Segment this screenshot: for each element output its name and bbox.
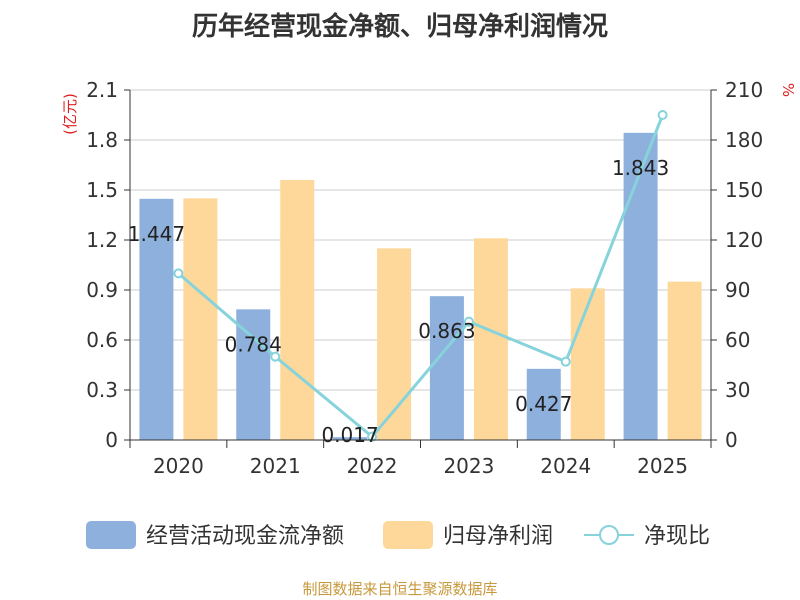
data-label-2025: 1.843: [612, 156, 669, 180]
point-净现比-2020: [173, 268, 184, 279]
y-left-unit-label: (亿元): [61, 93, 79, 135]
bar-经营活动现金流净额-2024: [526, 368, 561, 440]
y-right-tick-label: 120: [725, 228, 763, 252]
bar-经营活动现金流净额-2022: [333, 437, 368, 440]
legend-marker-净现比: [599, 525, 619, 545]
y-left-tick-label: 2.1: [86, 78, 118, 102]
bar-归母净利润-2020: [183, 198, 218, 440]
y-right-unit-label: %: [779, 83, 797, 97]
y-left-tick-label: 0.9: [86, 278, 118, 302]
bar-归母净利润-2025: [667, 281, 702, 440]
legend[interactable]: 经营活动现金流净额 归母净利润 净现比: [86, 521, 710, 549]
x-tick-label: 2025: [637, 454, 688, 478]
x-tick-label: 2020: [153, 454, 204, 478]
point-净现比-2023: [463, 316, 474, 327]
bar-归母净利润-2023: [473, 238, 508, 440]
y-right-tick-label: 30: [725, 378, 750, 402]
legend-item-归母净利润[interactable]: 归母净利润: [383, 521, 553, 549]
point-净现比-2025: [657, 110, 668, 120]
y-left-tick-label: 0.6: [86, 328, 118, 352]
y-left-tick-label: 1.2: [86, 228, 118, 252]
bar-经营活动现金流净额-2021: [236, 309, 271, 440]
data-labels: 1.447 0.784 0.017 0.863 0.427 1.843: [128, 156, 669, 447]
y-left-tick-label: 1.8: [86, 128, 118, 152]
bar-经营活动现金流净额-2025: [623, 132, 658, 441]
legend-swatch-经营活动现金流净额: [86, 521, 136, 549]
legend-item-净现比[interactable]: 净现比: [584, 524, 710, 549]
y-right-tick-label: 0: [725, 428, 738, 452]
y-right-tick-label: 210: [725, 78, 763, 102]
legend-swatch-归母净利润: [383, 521, 433, 549]
data-label-2020: 1.447: [128, 222, 185, 246]
x-tick-label: 2024: [540, 454, 591, 478]
y-right-tick-label: 60: [725, 328, 750, 352]
bar-归母净利润-2022: [377, 248, 412, 440]
legend-label-归母净利润: 归母净利润: [443, 524, 553, 549]
bar-归母净利润-2024: [570, 288, 605, 440]
legend-label-经营活动现金流净额: 经营活动现金流净额: [146, 524, 344, 549]
point-净现比-2022: [367, 431, 378, 442]
point-净现比-2024: [560, 356, 571, 367]
x-tick-label: 2022: [347, 454, 398, 478]
data-source-note: 制图数据来自恒生聚源数据库: [302, 580, 498, 598]
y-left-tick-label: 1.5: [86, 178, 118, 202]
data-label-2024: 0.427: [515, 392, 572, 416]
legend-label-净现比: 净现比: [644, 524, 710, 549]
legend-item-经营活动现金流净额[interactable]: 经营活动现金流净额: [86, 521, 344, 549]
axes: 0 0 0.3 30 0.6 60 0.9 90 1.2 120 1.5 150 1.8 180 2.1 21…: [61, 78, 797, 478]
bar-归母净利润-2021: [280, 180, 315, 440]
x-tick-label: 2021: [250, 454, 301, 478]
chart-title: 历年经营现金净额、归母净利润情况: [191, 12, 608, 42]
y-left-tick-label: 0.3: [86, 378, 118, 402]
bar-经营活动现金流净额-2020: [139, 198, 174, 440]
x-tick-label: 2023: [443, 454, 494, 478]
data-label-2023: 0.863: [418, 319, 475, 343]
y-right-tick-label: 150: [725, 178, 763, 202]
y-left-tick-label: 0: [105, 428, 118, 452]
line-series-group: [173, 110, 668, 442]
y-right-tick-label: 180: [725, 128, 763, 152]
line-净现比: [177, 114, 664, 439]
bar-经营活动现金流净额-2023: [429, 296, 464, 440]
point-净现比-2021: [270, 351, 281, 362]
y-right-tick-label: 90: [725, 278, 750, 302]
data-label-2022: 0.017: [321, 423, 378, 447]
data-label-2021: 0.784: [225, 332, 282, 356]
bar-group: [139, 132, 702, 441]
